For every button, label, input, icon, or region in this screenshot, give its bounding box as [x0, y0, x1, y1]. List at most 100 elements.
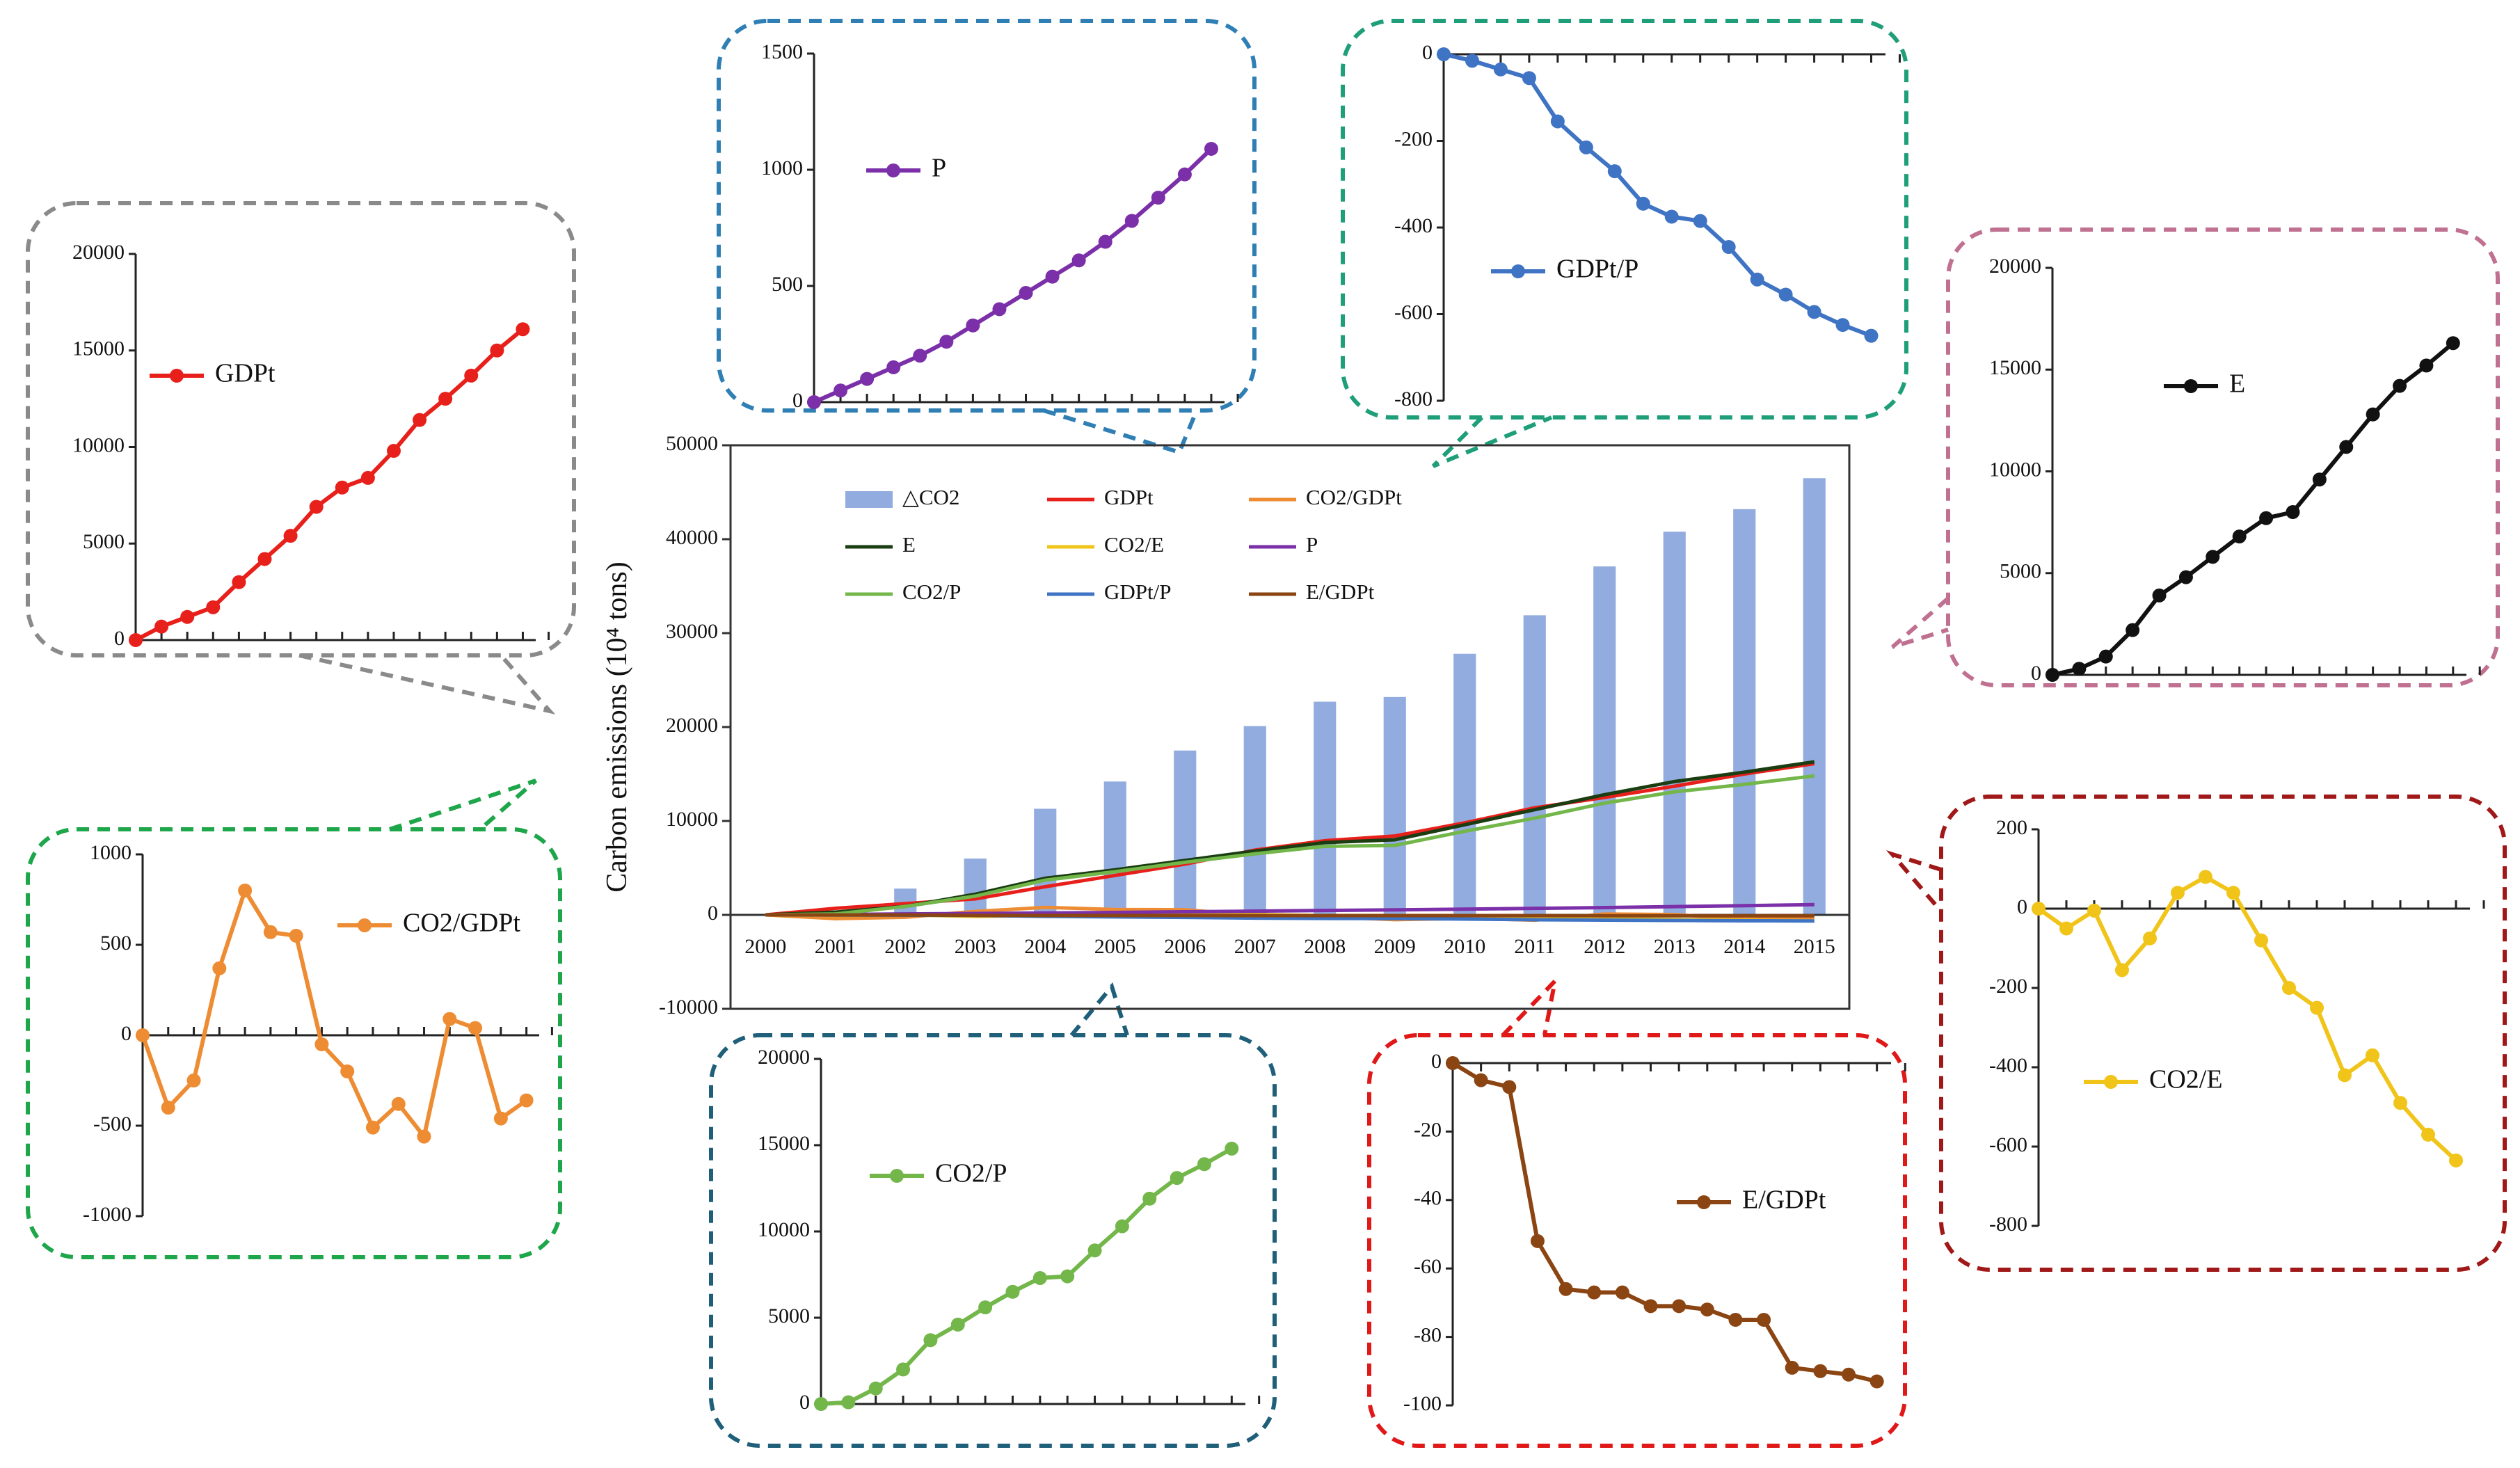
inset-e-point [2366, 407, 2380, 422]
x-tick-label: 2013 [1654, 935, 1696, 958]
x-tick-label: 2012 [1584, 935, 1625, 958]
inset-e-point [2259, 511, 2274, 525]
inset-co2-p-point [1060, 1269, 1075, 1284]
inset-gdpt-p-legend-label: GDPt/P [1556, 255, 1638, 284]
inset-co2-p-point [814, 1397, 828, 1411]
inset-co2-gdpt-y-tick-label: 500 [100, 932, 131, 955]
inset-co2-p-legend-marker [890, 1169, 904, 1183]
inset-e-gdpt-y-tick-label: -20 [1414, 1118, 1442, 1141]
inset-gdpt-p-point [1465, 54, 1479, 68]
inset-co2-gdpt-point [136, 1028, 150, 1042]
bar-dco2 [1593, 566, 1616, 915]
inset-p-point [966, 318, 980, 333]
inset-e-gdpt-legend-marker [1697, 1195, 1711, 1209]
inset-co2-gdpt: -1000 -500 0 500 1000 CO2/GDPt [83, 841, 553, 1226]
inset-co2-e-point [2282, 981, 2296, 995]
inset-gdpt-p-point [1607, 164, 1622, 179]
inset-e-gdpt-point [1700, 1302, 1714, 1317]
inset-p-point [992, 302, 1007, 317]
inset-co2-e-legend-label: CO2/E [2149, 1065, 2223, 1094]
x-tick-label: 2004 [1024, 935, 1066, 958]
inset-co2-gdpt-point [161, 1101, 175, 1115]
x-tick-label: 2000 [744, 935, 786, 958]
inset-co2-gdpt-point [519, 1093, 534, 1108]
inset-co2-p-point [868, 1381, 883, 1396]
inset-gdpt-p: -800 -600 -400 -200 0 GDPt/P [1394, 41, 1901, 410]
inset-gdpt-point [360, 470, 375, 485]
inset-p-point [860, 372, 875, 386]
y-tick-label: 50000 [666, 432, 718, 455]
bar-dco2 [1314, 701, 1337, 915]
inset-co2-e-y-tick-label: -200 [1989, 975, 2027, 998]
inset-gdpt-p-y-tick-label: 0 [1422, 41, 1433, 64]
legend-label: E [902, 532, 916, 557]
inset-e-gdpt-point [1502, 1080, 1517, 1094]
series-line-e-gdpt [765, 913, 1815, 918]
inset-co2-p-point [1032, 1270, 1047, 1285]
inset-gdpt-p-point [1493, 62, 1508, 77]
inset-e-y-tick-label: 10000 [1989, 458, 2041, 481]
inset-e-line [2052, 341, 2455, 677]
inset-co2-p-y-tick-label: 0 [799, 1391, 810, 1414]
inset-co2-gdpt-y-tick-label: -500 [93, 1112, 131, 1135]
inset-co2-e-point [2393, 1096, 2407, 1110]
inset-e-point [2312, 472, 2327, 487]
inset-co2-gdpt-point [186, 1074, 201, 1087]
inset-gdpt-p-point [1835, 318, 1850, 333]
inset-gdpt-frame [26, 201, 576, 657]
inset-e-gdpt-point [1587, 1285, 1602, 1300]
inset-co2-e-legend-marker [2104, 1075, 2118, 1089]
inset-co2-p-point [978, 1300, 993, 1315]
inset-gdpt-point [180, 609, 195, 624]
inset-charts: 05000100001500020000GDPt-1000-5000500100… [72, 40, 2485, 1415]
inset-p-point [807, 395, 821, 409]
inset-e-gdpt-point [1558, 1282, 1573, 1296]
inset-gdpt-y-tick-label: 10000 [72, 433, 125, 456]
y-axis-label: Carbon emissions (10⁴ tons) [601, 561, 633, 892]
inset-co2-p-point [896, 1362, 911, 1377]
inset-gdpt-point [129, 633, 143, 647]
bar-dco2 [1174, 750, 1197, 915]
inset-co2-e-point [2310, 1000, 2324, 1015]
inset-gdpt-point [438, 392, 453, 406]
inset-e-gdpt-legend-label: E/GDPt [1742, 1186, 1826, 1215]
inset-e-y-tick-label: 20000 [1989, 255, 2041, 278]
inset-co2-p-y-tick-label: 10000 [758, 1218, 810, 1241]
inset-p-point [1019, 286, 1033, 301]
inset-gdpt-point [257, 552, 272, 566]
inset-co2-gdpt-point [314, 1037, 329, 1051]
inset-e-frame [1946, 228, 2500, 687]
legend-label: E/GDPt [1306, 580, 1375, 604]
inset-co2-gdpt-point [263, 925, 278, 939]
inset-co2-e-y-tick-label: -800 [1989, 1213, 2027, 1236]
inset-e-point [2206, 550, 2220, 564]
bar-dco2 [1803, 478, 1826, 915]
inset-co2-gdpt-y-tick-label: -1000 [83, 1203, 131, 1226]
inset-e-point [2045, 668, 2059, 682]
inset-co2-e-point [2032, 902, 2045, 916]
inset-e-frame-tail [1891, 596, 1949, 649]
inset-co2-p-line [820, 1147, 1233, 1406]
inset-gdpt-p-point [1807, 305, 1821, 319]
x-tick-label: 2002 [884, 935, 926, 958]
inset-p-y-tick-label: 500 [772, 273, 803, 296]
inset-e-gdpt-point [1643, 1299, 1658, 1314]
inset-e-gdpt-y-tick-label: -40 [1414, 1187, 1442, 1210]
legend-label: GDPt/P [1104, 580, 1171, 604]
inset-e-point [2419, 358, 2434, 373]
inset-p-point [886, 360, 901, 374]
inset-co2-gdpt-frame-tail [389, 779, 537, 831]
bar-dco2 [964, 859, 987, 915]
inset-co2-gdpt-point [468, 1021, 483, 1035]
inset-co2-e-point [2199, 870, 2212, 884]
y-tick-label: 10000 [666, 808, 718, 831]
main-chart: -10000 0 10000 20000 30000 40000 50000 2000 2001… [601, 432, 1851, 1019]
inset-gdpt-p-y-tick-label: -400 [1394, 214, 1433, 237]
inset-p-point [1071, 253, 1086, 268]
inset-co2-p: 0 5000 10000 15000 20000 CO2/P [758, 1046, 1261, 1414]
inset-co2-p-frame [709, 1033, 1277, 1448]
inset-e-point [2446, 336, 2460, 351]
inset-co2-p-point [1115, 1219, 1129, 1234]
legend-label: P [1306, 532, 1318, 557]
